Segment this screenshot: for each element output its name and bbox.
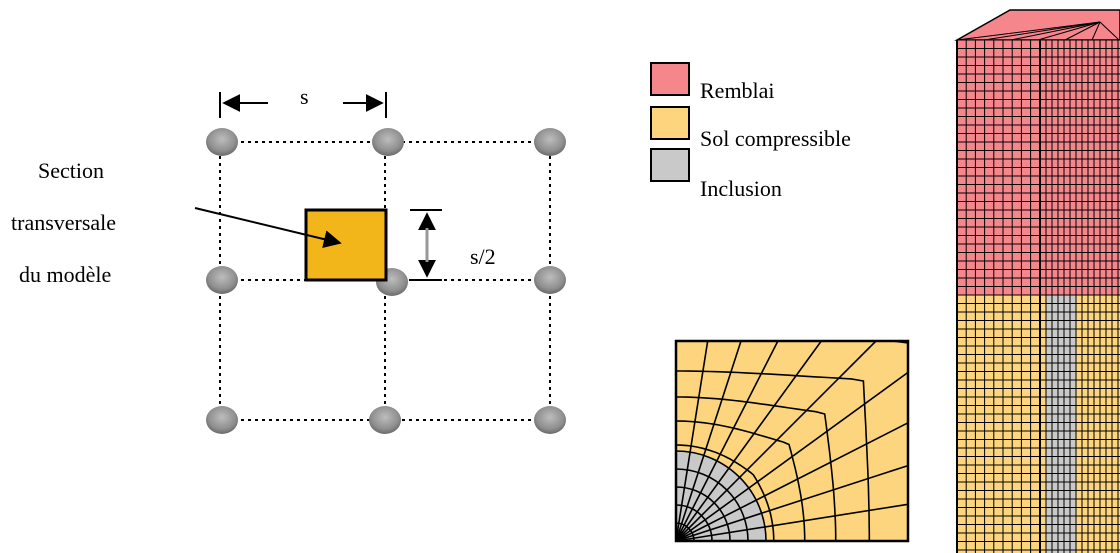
pile [534, 406, 566, 434]
section-label-line-1: Section [38, 158, 104, 183]
legend-swatch-inclusion [650, 148, 690, 182]
column-top-ray [1010, 21, 1101, 41]
plan-mesh-ray [675, 340, 742, 542]
column-top-face [954, 9, 1120, 41]
plan-mesh-ray [675, 340, 709, 542]
legend-label-inclusion: Inclusion [700, 176, 782, 201]
column-top-ray [1091, 21, 1101, 41]
section-label-line-2: transversale [11, 210, 117, 235]
section-label-line-3: du modèle [19, 262, 112, 287]
pile [206, 266, 238, 294]
pile-circles [206, 128, 566, 434]
section-pointer-arrow [194, 207, 342, 248]
column-inclusion [1046, 295, 1076, 553]
legend-swatch-remblai [650, 62, 690, 96]
half-spacing-label: s/2 [470, 244, 496, 269]
plan-mesh-ray [675, 422, 909, 542]
plan-mesh-ray [675, 340, 822, 542]
pile [369, 406, 401, 434]
plan-mesh-ray [675, 371, 909, 542]
plan-mesh-ray [675, 340, 877, 542]
model-section-square [304, 208, 388, 282]
column-top-ray [1037, 21, 1101, 41]
pile [534, 128, 566, 156]
pile [372, 128, 404, 156]
spacing-label: s [300, 84, 309, 109]
column-top-ray [956, 21, 1101, 41]
pile [206, 128, 238, 156]
half-spacing-dimension [410, 209, 442, 281]
column-sol-layer [957, 295, 1120, 553]
legend-swatch-sol-compressible [650, 106, 690, 140]
spacing-dimension [219, 92, 387, 118]
plan-mesh-ray [675, 503, 909, 542]
column-top-ray [983, 21, 1101, 41]
legend-label-remblai: Remblai [700, 78, 775, 103]
plan-mesh-ray [675, 340, 779, 542]
pile [206, 406, 238, 434]
grid-dotted-lines [219, 141, 551, 421]
legend-label-sol-compressible: Sol compressible [700, 126, 851, 151]
column-top-ray [1099, 21, 1120, 41]
column-top-ray [1064, 21, 1101, 41]
pile [534, 266, 566, 294]
plan-mesh-ray [675, 464, 909, 542]
